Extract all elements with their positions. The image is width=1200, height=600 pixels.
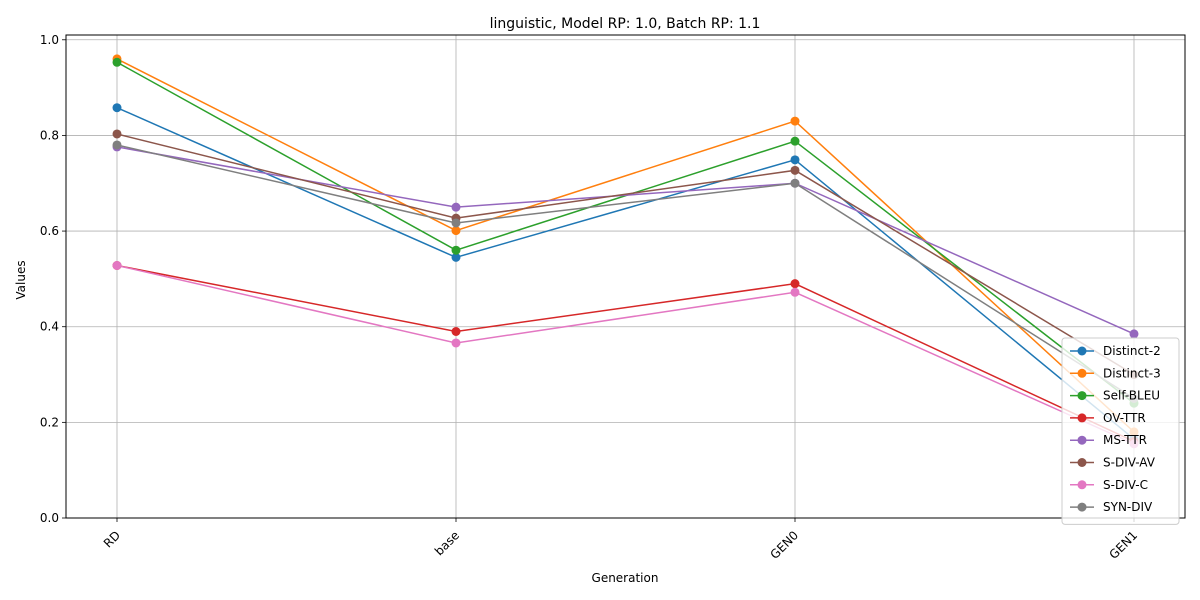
legend-item: S-DIV-C [1070, 478, 1148, 492]
series-ov-ttr [112, 261, 1139, 446]
data-point [451, 218, 461, 228]
legend-label: SYN-DIV [1103, 500, 1153, 514]
series-s-div-c [112, 261, 1139, 449]
legend-label: MS-TTR [1103, 433, 1147, 447]
series-line [116, 61, 1135, 404]
data-point [112, 261, 122, 271]
data-point [451, 202, 461, 212]
data-point [790, 279, 800, 289]
y-tick-label: 0.4 [40, 320, 59, 334]
series-line [116, 58, 1135, 433]
legend-item: S-DIV-AV [1070, 456, 1156, 470]
y-tick-label: 1.0 [40, 33, 59, 47]
chart-title: linguistic, Model RP: 1.0, Batch RP: 1.1 [490, 16, 761, 32]
series-self-bleu [112, 57, 1139, 408]
legend-marker [1077, 413, 1087, 423]
plot-frame [65, 34, 1186, 519]
legend-marker [1077, 435, 1087, 445]
y-tick-label: 0.6 [40, 224, 59, 238]
legend-item: Distinct-2 [1070, 344, 1161, 358]
data-point [790, 165, 800, 175]
legend-marker [1077, 502, 1087, 512]
legend-marker [1077, 480, 1087, 490]
series-s-div-av [112, 129, 1139, 380]
series-layer [112, 54, 1139, 449]
data-point [112, 129, 122, 139]
legend-label: Distinct-3 [1103, 366, 1161, 380]
series-line [116, 144, 1135, 400]
y-tick-label: 0.8 [40, 128, 59, 142]
series-syn-div [112, 140, 1139, 403]
grid [66, 35, 1185, 519]
legend: Distinct-2 Distinct-3 Self-BLEU OV-TTR MS-TT… [1061, 337, 1180, 525]
legend-marker [1077, 458, 1087, 467]
x-axis-label: Generation [592, 571, 659, 585]
data-point [112, 103, 122, 113]
series-distinct-3 [112, 54, 1139, 437]
legend-label: Distinct-2 [1103, 344, 1161, 358]
legend-marker [1077, 346, 1087, 356]
data-point [451, 338, 461, 348]
x-tick-label: GEN0 [768, 528, 802, 562]
x-tick-label: base [432, 528, 462, 558]
data-point [451, 226, 461, 236]
legend-item: MS-TTR [1070, 433, 1147, 447]
legend-marker [1077, 391, 1087, 401]
data-point [790, 155, 800, 165]
x-tick-label: GEN1 [1107, 528, 1141, 562]
legend-item: Distinct-3 [1070, 366, 1161, 380]
data-point [1129, 329, 1139, 339]
legend-label: OV-TTR [1103, 411, 1146, 425]
legend-label: S-DIV-C [1103, 478, 1148, 492]
legend-item: Self-BLEU [1070, 389, 1160, 403]
series-distinct-2 [112, 103, 1139, 444]
y-tick-label: 0.2 [40, 415, 59, 429]
series-line [116, 264, 1135, 443]
data-point [112, 57, 122, 67]
series-line [116, 264, 1135, 445]
series-line [116, 146, 1135, 335]
data-point [790, 136, 800, 146]
data-point [451, 245, 461, 255]
data-point [790, 287, 800, 297]
legend-marker [1077, 368, 1087, 378]
data-point [112, 140, 122, 150]
data-point [790, 116, 800, 126]
data-point [790, 178, 800, 188]
legend-box [1061, 337, 1180, 525]
x-tick-label: RD [101, 528, 123, 550]
series-line [116, 107, 1135, 440]
series-line [116, 133, 1135, 376]
legend-item: SYN-DIV [1070, 500, 1153, 514]
y-axis-label: Values [14, 260, 28, 299]
legend-label: S-DIV-AV [1103, 456, 1156, 470]
legend-label: Self-BLEU [1103, 389, 1160, 403]
y-tick-label: 0.0 [40, 511, 59, 525]
axes: RD base GEN0 GEN1 0.0 0.2 0.4 0.6 0.8 1.0 [40, 33, 1186, 562]
legend-item: OV-TTR [1070, 411, 1146, 425]
data-point [451, 326, 461, 336]
data-point [451, 252, 461, 262]
